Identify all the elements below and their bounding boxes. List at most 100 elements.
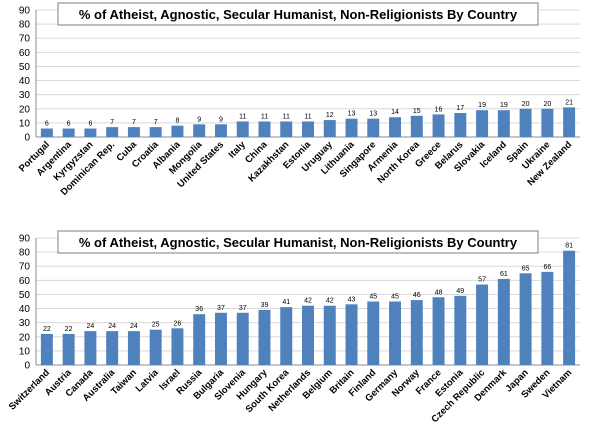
bar-value-label: 57 (478, 277, 486, 284)
bar (171, 328, 184, 365)
bar-value-label: 6 (45, 121, 49, 128)
bar-value-label: 14 (391, 109, 399, 116)
bar-value-label: 65 (522, 265, 530, 272)
bottom-chart-svg: 010203040506070809022Switzerland22Austri… (7, 230, 580, 425)
bar-value-label: 37 (239, 305, 247, 312)
bar-value-label: 11 (261, 113, 268, 120)
bar (541, 271, 554, 365)
chart-title: % of Atheist, Agnostic, Secular Humanist… (79, 7, 518, 22)
bar (367, 301, 380, 365)
y-tick-label: 10 (19, 346, 31, 357)
bar-value-label: 8 (175, 118, 179, 125)
bar (519, 108, 532, 137)
bar-value-label: 24 (130, 323, 138, 330)
bar-value-label: 43 (348, 296, 356, 303)
bar (323, 120, 336, 137)
bar (127, 127, 140, 137)
y-tick-label: 90 (19, 234, 31, 245)
bar (302, 121, 314, 137)
top-chart: 0 10 20 30 40 50 60 70 80 90 6 Portugal 6 Argentina 6 K… (0, 0, 590, 215)
bar-value-label: 48 (435, 289, 443, 296)
bar-value-label: 24 (87, 323, 95, 330)
bar-value-label: 9 (219, 116, 223, 123)
y-tick-label: 70 (19, 262, 31, 273)
bar (106, 127, 119, 137)
chart-title: % of Atheist, Agnostic, Secular Humanist… (79, 235, 518, 250)
y-tick-label: 0 (24, 361, 30, 372)
bar-value-label: 15 (413, 108, 421, 115)
bar-value-label: 41 (282, 299, 290, 306)
bar-value-label: 37 (217, 305, 225, 312)
y-tick-label: 0 (24, 133, 30, 144)
bar (258, 309, 271, 365)
bar-value-label: 46 (413, 292, 421, 299)
bar (563, 250, 576, 365)
bar (280, 121, 293, 137)
bar (389, 117, 402, 137)
y-tick-label: 40 (19, 76, 31, 87)
bar (62, 333, 75, 365)
bar (519, 273, 532, 365)
y-tick-label: 60 (19, 48, 31, 59)
bar (389, 301, 402, 365)
bar (193, 314, 206, 365)
bar-value-label: 9 (197, 116, 201, 123)
bar (193, 124, 206, 137)
chart-title-box (57, 230, 539, 254)
bar-value-label: 39 (261, 302, 269, 309)
bar-value-label: 22 (65, 326, 73, 333)
bar (236, 121, 249, 137)
bar-value-label: 42 (304, 298, 312, 305)
y-tick-label: 50 (19, 290, 31, 301)
bar-value-label: 7 (132, 119, 136, 126)
bar (280, 307, 293, 365)
top-chart-svg: 01020304050607080906Portugal6Argentina6K… (17, 2, 580, 198)
bar-value-label: 42 (326, 298, 334, 305)
bar-value-label: 19 (500, 102, 508, 109)
y-tick-label: 80 (19, 20, 31, 31)
bar (171, 125, 184, 137)
bar (84, 331, 97, 365)
bar (40, 333, 53, 365)
bar-value-label: 22 (43, 326, 51, 333)
bar (563, 107, 576, 137)
bar (214, 312, 227, 365)
bar-value-label: 36 (195, 306, 203, 313)
y-tick-label: 50 (19, 62, 31, 73)
bar-value-label: 26 (174, 320, 182, 327)
bar-value-label: 45 (391, 294, 399, 301)
bar (541, 108, 554, 137)
bar (410, 115, 423, 137)
y-tick-label: 30 (19, 318, 31, 329)
bar (236, 312, 249, 365)
bar (410, 300, 423, 365)
bar-value-label: 17 (456, 105, 464, 112)
y-tick-label: 10 (19, 118, 31, 129)
bar (62, 128, 75, 137)
bar-value-label: 13 (369, 111, 377, 118)
bar (432, 297, 445, 365)
bar-value-label: 25 (152, 322, 160, 329)
bar (214, 124, 227, 137)
bar (432, 114, 445, 137)
y-tick-label: 40 (19, 304, 31, 315)
bar (497, 110, 510, 137)
bar-value-label: 49 (456, 288, 464, 295)
y-tick-label: 80 (19, 248, 31, 259)
bar-value-label: 61 (500, 271, 508, 278)
bar-value-label: 6 (88, 121, 92, 128)
bar (258, 121, 271, 137)
bar-value-label: 7 (154, 119, 158, 126)
bar-value-label: 45 (369, 294, 377, 301)
bar (454, 295, 467, 365)
bar (149, 127, 162, 137)
bar-value-label: 81 (565, 243, 573, 250)
bottom-chart: 0 10 20 30 40 50 60 70 80 90 22 Switzerland 22 Austri… (0, 228, 590, 443)
bar (149, 329, 162, 365)
bar-value-label: 66 (543, 264, 551, 271)
bar (106, 331, 119, 365)
y-tick-label: 20 (19, 104, 31, 115)
bar (345, 304, 358, 365)
bar (40, 128, 53, 137)
bar (345, 118, 358, 137)
